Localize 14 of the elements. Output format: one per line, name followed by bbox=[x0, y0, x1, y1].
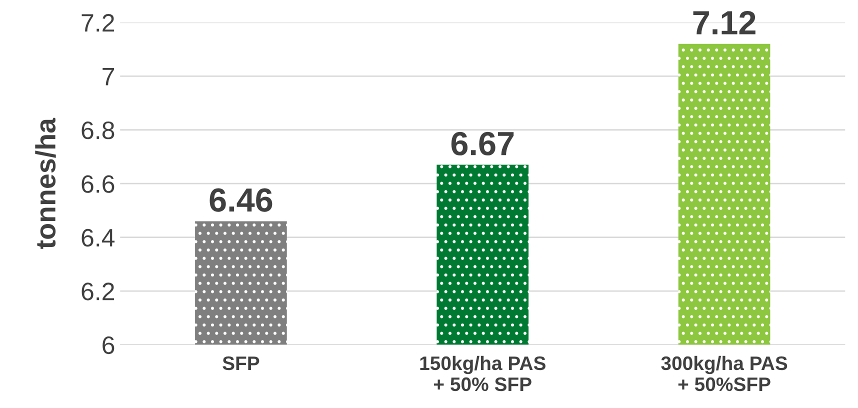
data-label: 6.67 bbox=[451, 132, 514, 156]
y-tick-label: 6.6 bbox=[82, 175, 114, 193]
y-tick-label: 6.8 bbox=[82, 121, 114, 140]
x-tick-label: SFP bbox=[222, 356, 260, 370]
y-axis-title: tonnes/ha bbox=[35, 118, 56, 249]
data-label: 7.12 bbox=[693, 10, 756, 34]
y-tick-label: 6.4 bbox=[82, 228, 115, 247]
x-tick-label: 150kg/ha PAS + 50% SFP bbox=[420, 356, 546, 392]
y-tick-label: 6 bbox=[102, 336, 114, 354]
y-tick-label: 7 bbox=[102, 68, 114, 86]
x-tick-label: 300kg/ha PAS + 50%SFP bbox=[661, 356, 788, 392]
y-tick-label: 7.2 bbox=[82, 14, 114, 32]
y-tick-label: 6.2 bbox=[82, 282, 114, 300]
data-label: 6.46 bbox=[210, 188, 272, 212]
